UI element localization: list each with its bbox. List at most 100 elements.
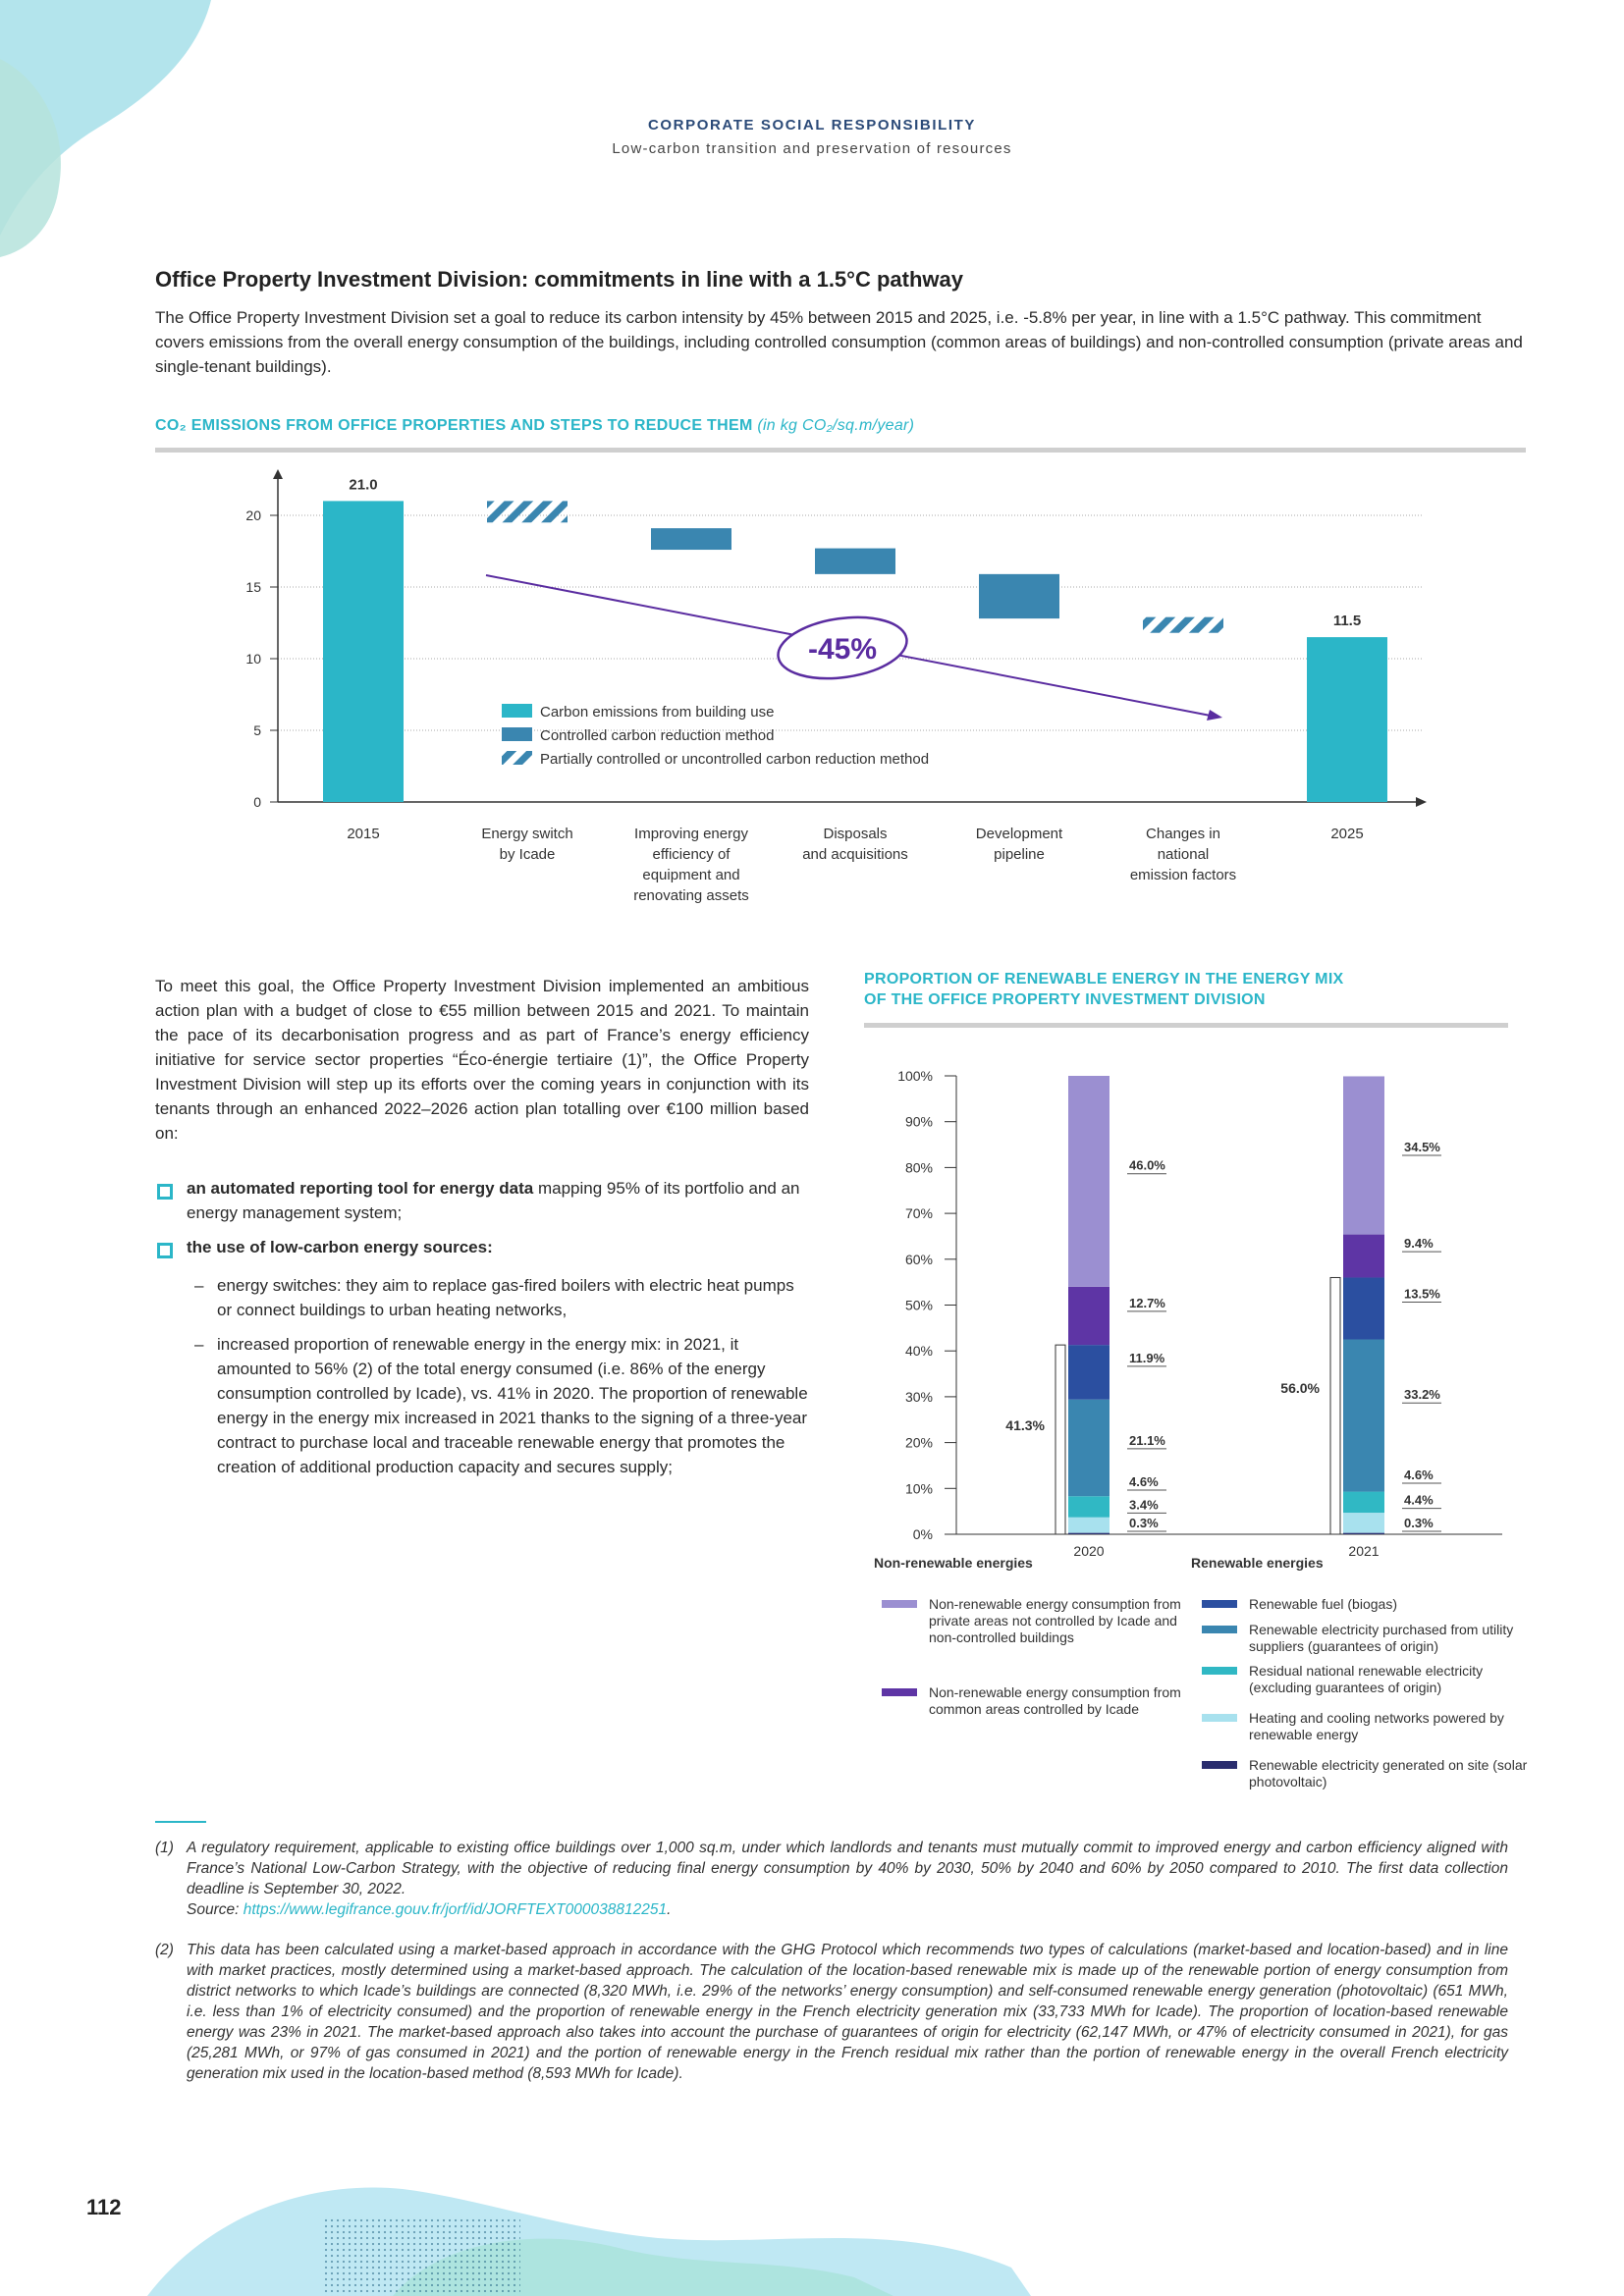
chart1-category-label: national [1158,846,1210,863]
chart2-value-label: 13.5% [1404,1286,1440,1301]
chart1-title-unit: (in kg CO₂/sq.m/year) [757,417,915,434]
legend-swatch [1202,1714,1237,1722]
chart2-stack-segment [1068,1076,1110,1287]
chart1-category-label: Development [976,826,1063,842]
bullet-item-low-carbon: the use of low-carbon energy sources: [187,1235,809,1259]
chart1-ytick-label: 15 [245,579,261,595]
chart1-legend-swatch [502,727,532,741]
chart2-stack-segment [1343,1513,1384,1533]
section-title: Office Property Investment Division: com… [155,267,963,292]
running-header-subtitle: Low-carbon transition and preservation o… [612,140,1012,157]
chart1-category-label: 2015 [347,826,379,842]
legend-nonrenewable-title: Non-renewable energies [874,1555,1033,1571]
footnote-2: This data has been calculated using a ma… [187,1942,1508,2082]
reduction-ellipse [777,615,908,680]
chart2-ytick-label: 50% [905,1298,933,1313]
chart2-value-label: 12.7% [1129,1296,1165,1310]
chart2-value-label: 4.6% [1129,1474,1159,1489]
chart1-ytick-label: 20 [245,507,261,523]
chart1-bar [487,501,568,523]
bullet-square-icon [157,1243,173,1258]
legend-swatch [882,1600,917,1608]
chart2-title: PROPORTION OF RENEWABLE ENERGY IN THE EN… [864,969,1344,1010]
chart2-stack-segment [1068,1517,1110,1533]
chart2-stack-segment [1068,1532,1110,1534]
legend-label: Renewable fuel (biogas) [1249,1596,1397,1612]
legend-label: Renewable electricity generated on site … [1249,1757,1528,1789]
body-paragraph: To meet this goal, the Office Property I… [155,977,809,1143]
legend-label: Renewable electricity purchased from uti… [1249,1622,1514,1654]
legend-swatch [1202,1626,1237,1633]
chart2-value-label: 21.1% [1129,1433,1165,1448]
chart2-stack-segment [1068,1399,1110,1497]
chart1-legend-label: Carbon emissions from building use [540,704,774,721]
chart2-ytick-label: 20% [905,1435,933,1451]
chart1-legend-label: Partially controlled or uncontrolled car… [540,751,929,768]
chart2-value-label: 0.3% [1404,1516,1434,1530]
footnote-1-source-link[interactable]: https://www.legifrance.gouv.fr/jorf/id/J… [243,1901,668,1918]
chart2-stack-segment [1343,1277,1384,1340]
dash-item-renewable: increased proportion of renewable energy… [217,1335,808,1476]
legend-swatch [1202,1667,1237,1675]
chart1-legend-swatch [502,751,532,765]
chart2-stack-segment [1343,1234,1384,1278]
section-intro: The Office Property Investment Division … [155,308,1523,376]
chart1-legend-swatch [502,704,532,718]
dash-marker: – [194,1335,204,1354]
page-number: 112 [86,2195,122,2219]
renewable-total-bar [1055,1344,1066,1535]
chart1-y-arrow [273,469,283,479]
renewable-mix-chart: 0% 10% 20% 30% 40% 50% 60% 70% 80% 90% 100% 41.3% 0.… [897,1068,1502,1559]
chart2-ytick-label: 10% [905,1480,933,1496]
chart1-ytick-label: 0 [253,794,261,810]
chart1-category-label: 2025 [1330,826,1363,842]
chart1-title-main: CO₂ EMISSIONS FROM OFFICE PROPERTIES AND… [155,417,753,434]
renewable-total-label: 56.0% [1280,1380,1320,1396]
chart1-category-label: Energy switch [481,826,572,842]
footnote-1-number: (1) [155,1840,174,1856]
chart2-ytick-label: 70% [905,1205,933,1221]
chart2-value-label: 0.3% [1129,1516,1159,1530]
chart1-legend-label: Controlled carbon reduction method [540,727,774,744]
chart2-stack-segment [1343,1491,1384,1514]
chart1-rule [155,448,1526,453]
running-header-title: CORPORATE SOCIAL RESPONSIBILITY [647,117,977,133]
corner-decoration [0,0,211,257]
footnote-2-number: (2) [155,1942,174,1958]
chart1-category-label: pipeline [994,846,1045,863]
chart1-bar-label: 21.0 [349,476,377,493]
chart2-value-label: 11.9% [1129,1351,1165,1365]
chart1-category-label: emission factors [1130,867,1236,883]
chart2-stack-segment [1343,1532,1384,1534]
chart2-stack-segment [1343,1076,1384,1235]
chart1-bar [815,548,895,574]
chart1-ytick-label: 5 [253,722,261,738]
chart1-title: CO₂ EMISSIONS FROM OFFICE PROPERTIES AND… [155,417,914,435]
chart2-value-label: 4.4% [1404,1493,1434,1508]
co2-emissions-chart: 0 5 10 15 20 21.0 11.5 2015 Energy switch by Icad… [245,469,1427,904]
chart2-title-line2: OF THE OFFICE PROPERTY INVESTMENT DIVISI… [864,991,1266,1008]
chart2-ytick-label: 80% [905,1159,933,1175]
chart2-category-label: 2020 [1073,1543,1104,1559]
chart2-stack-segment [1068,1286,1110,1346]
bullet-bold-text: the use of low-carbon energy sources: [187,1238,493,1256]
chart2-value-label: 3.4% [1129,1497,1159,1512]
chart2-stack-segment [1068,1345,1110,1400]
legend-label: Non-renewable energy consumption from co… [929,1684,1181,1717]
dash-marker: – [194,1276,204,1295]
legend-label: Heating and cooling networks powered by … [1249,1710,1504,1742]
footnote-rule [155,1821,206,1823]
chart2-ytick-label: 60% [905,1252,933,1267]
footnote-1-source-label: Source: [187,1901,244,1918]
legend-label: Residual national renewable electricity … [1249,1663,1484,1695]
chart2-value-label: 9.4% [1404,1236,1434,1251]
chart2-stack-segment [1068,1496,1110,1518]
chart1-category-label: renovating assets [633,887,749,904]
legend-swatch [1202,1600,1237,1608]
chart1-bar [323,501,404,802]
chart2-category-label: 2021 [1348,1543,1379,1559]
legend-swatch [1202,1761,1237,1769]
chart2-title-line1: PROPORTION OF RENEWABLE ENERGY IN THE EN… [864,971,1344,988]
chart1-category-label: by Icade [500,846,556,863]
chart2-ytick-label: 90% [905,1114,933,1130]
